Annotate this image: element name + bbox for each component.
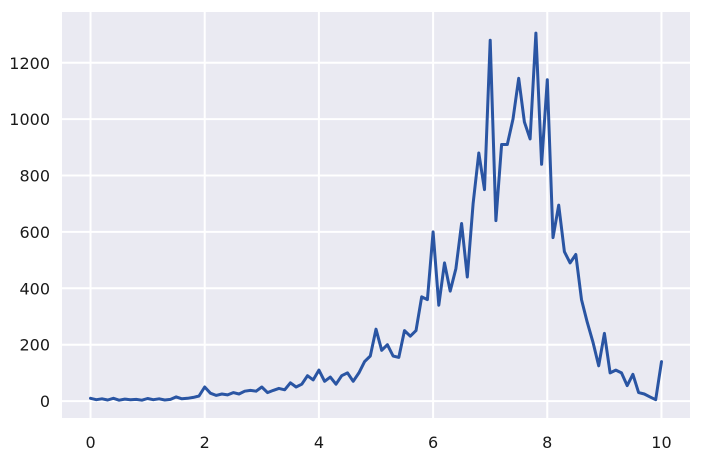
x-tick-label: 10: [651, 433, 671, 452]
y-tick-label: 800: [19, 167, 50, 186]
x-tick-label: 6: [428, 433, 438, 452]
series-group: [89, 31, 663, 402]
series-line: [89, 31, 663, 402]
x-tick-label: 2: [200, 433, 210, 452]
x-tick-label: 8: [542, 433, 552, 452]
x-grid: [89, 12, 663, 418]
plot-area: [62, 12, 690, 418]
y-axis-tick-labels: 0 200 400 600 800 1000 1200: [9, 54, 50, 411]
y-tick-label: 600: [19, 223, 50, 242]
y-tick-label: 200: [19, 336, 50, 355]
y-tick-label: 1200: [9, 54, 50, 73]
y-tick-label: 0: [40, 392, 50, 411]
y-tick-label: 400: [19, 279, 50, 298]
x-tick-label: 0: [85, 433, 95, 452]
y-tick-label: 1000: [9, 110, 50, 129]
x-axis-tick-labels: 0 2 4 6 8 10: [85, 433, 671, 452]
x-tick-label: 4: [314, 433, 324, 452]
